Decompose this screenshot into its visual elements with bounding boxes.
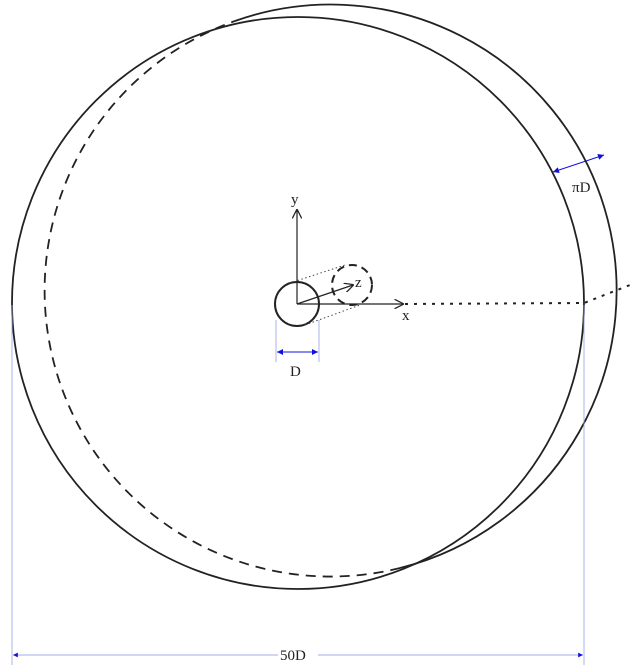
dimension-pi-d [552, 154, 605, 173]
cylinder-edge [289, 264, 346, 284]
z-axis [296, 285, 353, 305]
y-label: y [291, 192, 299, 208]
back-circle-hidden [43, 20, 401, 578]
z-label: z [355, 275, 362, 291]
back-circle-visible [234, 3, 618, 569]
d-label: D [290, 364, 301, 380]
cylinder-back [331, 264, 373, 306]
pi-d-label: πD [572, 180, 591, 196]
x-label: x [402, 308, 410, 324]
front-circle [11, 16, 585, 590]
cylinder-edge [304, 304, 361, 326]
span-label: 50D [280, 648, 306, 664]
wake-line [404, 284, 630, 305]
